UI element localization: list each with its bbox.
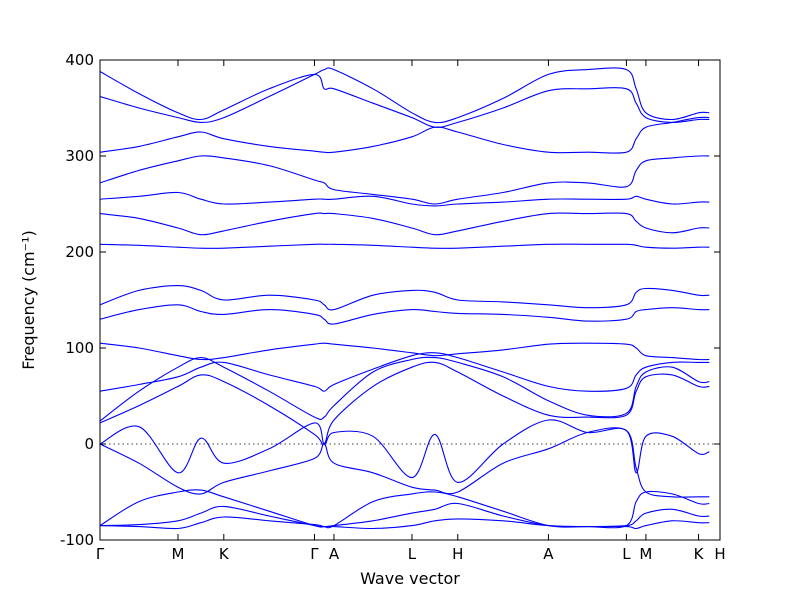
band-line [100, 502, 710, 528]
y-tick-label: 200 [65, 243, 94, 261]
y-axis-title: Frequency (cm⁻¹) [19, 230, 38, 369]
y-tick-label: 400 [65, 51, 94, 69]
band-line [100, 304, 710, 325]
x-tick-label: H [714, 545, 725, 563]
x-tick-label: M [172, 545, 185, 563]
x-axis-title: Wave vector [360, 569, 460, 588]
plot-frame [99, 59, 721, 541]
band-line [100, 427, 710, 498]
band-line [100, 155, 710, 205]
band-line [100, 356, 710, 422]
band-line [100, 489, 710, 529]
x-tick-label: M [639, 545, 652, 563]
plot-background [100, 60, 720, 540]
x-tick-label: A [329, 545, 340, 563]
y-tick-label: 0 [84, 435, 94, 453]
x-tick-label: H [452, 545, 463, 563]
band-line [100, 212, 710, 236]
y-axis: -100 0 100 200 300 400 [60, 51, 720, 549]
band-line [100, 116, 710, 154]
band-line [100, 419, 710, 483]
band-line [100, 191, 710, 207]
band-line [100, 71, 710, 128]
x-tick-label: Γ [310, 545, 319, 563]
band-line [100, 243, 710, 249]
x-tick-label: Γ [96, 545, 105, 563]
x-tick-label: K [219, 545, 230, 563]
x-tick-label: K [694, 545, 705, 563]
band-line [100, 67, 710, 124]
x-tick-label: A [543, 545, 554, 563]
band-line [100, 285, 710, 311]
y-tick-label: 300 [65, 147, 94, 165]
band-line [100, 361, 710, 446]
band-line [100, 516, 710, 530]
y-tick-label: 100 [65, 339, 94, 357]
y-tick-label: -100 [60, 531, 94, 549]
band-lines [100, 67, 710, 530]
x-tick-label: L [622, 545, 631, 563]
band-line [100, 342, 710, 361]
x-tick-label: L [408, 545, 417, 563]
band-line [100, 352, 710, 392]
